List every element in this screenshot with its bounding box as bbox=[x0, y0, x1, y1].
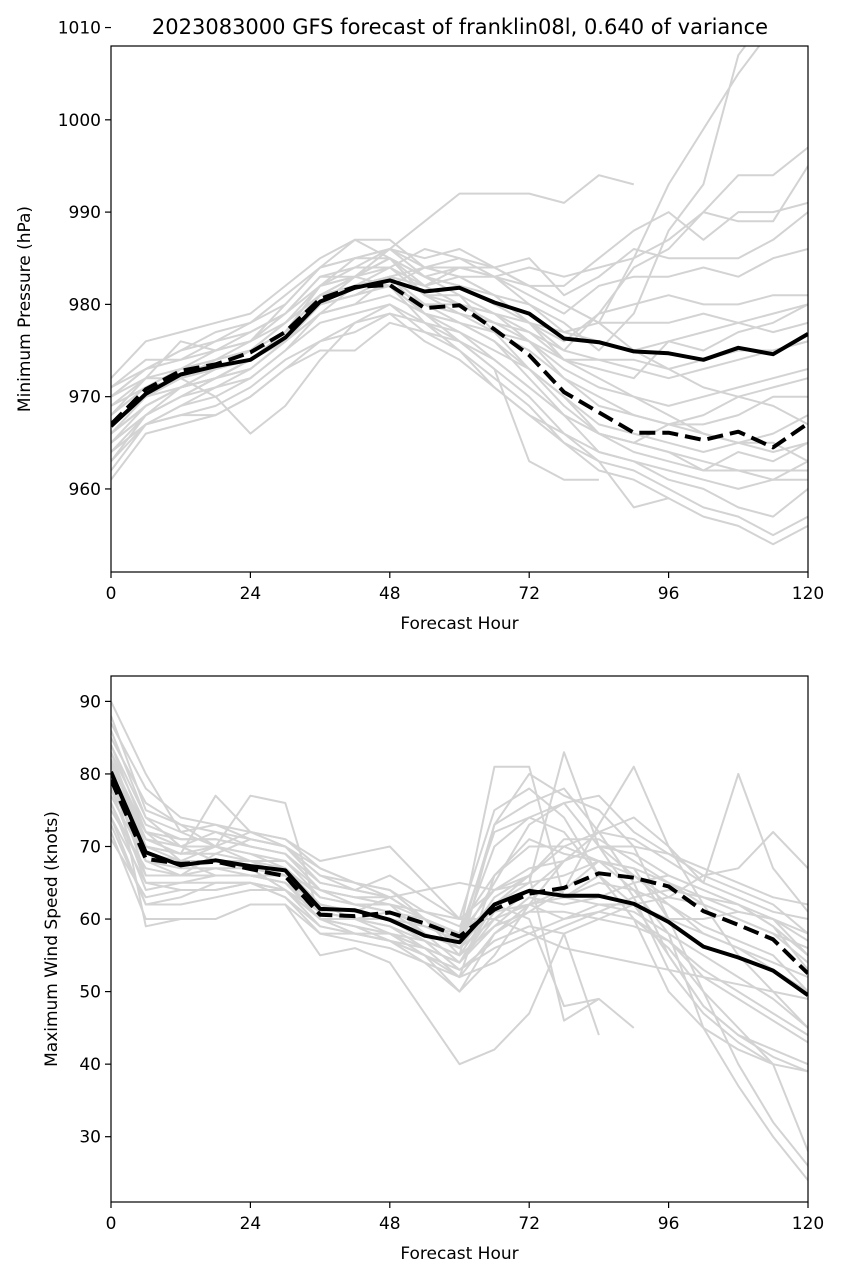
wind-x-tick-label: 24 bbox=[240, 1214, 262, 1234]
wind-dashed-line bbox=[111, 778, 808, 975]
pressure-series-lines bbox=[111, 278, 808, 450]
wind-panel: 0 24 48 72 96 120 30 40 50 60 70 80 90 Forecast Hou… bbox=[42, 675, 824, 1264]
pressure-member-line-1 bbox=[111, 46, 747, 379]
wind-member-line-30 bbox=[111, 759, 808, 1000]
pressure-member-line-30 bbox=[111, 275, 808, 435]
wind-x-ticks: 0 24 48 72 96 120 bbox=[106, 1202, 824, 1234]
wind-plot-frame bbox=[110, 675, 809, 1203]
wind-member-line-12 bbox=[111, 766, 808, 950]
wind-x-tick-label: 0 bbox=[106, 1214, 117, 1234]
wind-member-line-25 bbox=[111, 737, 808, 1066]
pressure-x-ticks: 0 24 48 72 96 120 bbox=[106, 572, 824, 604]
pressure-member-line-3 bbox=[111, 146, 808, 416]
pressure-y-tick-label: 980 bbox=[69, 295, 101, 315]
wind-x-tick-label: 96 bbox=[658, 1214, 680, 1234]
pressure-member-lines bbox=[111, 46, 808, 546]
wind-member-line-23 bbox=[111, 838, 808, 1044]
pressure-member-line-5 bbox=[111, 165, 808, 389]
wind-member-line-29 bbox=[111, 773, 600, 1008]
pressure-x-tick-label: 96 bbox=[658, 584, 680, 604]
pressure-member-line-27 bbox=[111, 321, 599, 481]
wind-y-tick-label: 40 bbox=[79, 1055, 101, 1075]
pressure-member-line-7 bbox=[111, 248, 808, 444]
wind-member-line-10 bbox=[111, 817, 808, 1029]
pressure-x-tick-label: 0 bbox=[106, 584, 117, 604]
wind-y-tick-label: 50 bbox=[79, 983, 101, 1003]
wind-x-tick-label: 72 bbox=[518, 1214, 540, 1234]
pressure-y-ticks: 960 970 980 990 1000 1010 bbox=[58, 19, 111, 500]
pressure-member-line-20 bbox=[111, 248, 808, 463]
pressure-y-tick-label: 990 bbox=[69, 203, 101, 223]
wind-x-tick-label: 120 bbox=[792, 1214, 824, 1234]
wind-y-ticks: 30 40 50 60 70 80 90 bbox=[79, 692, 111, 1148]
pressure-member-line-25 bbox=[111, 238, 808, 416]
wind-member-line-18 bbox=[111, 744, 808, 928]
pressure-member-line-23 bbox=[111, 257, 808, 389]
pressure-panel: 0 24 48 72 96 120 960 970 980 990 1000 1010 Foreca… bbox=[15, 19, 824, 634]
wind-y-tick-label: 60 bbox=[79, 910, 101, 930]
wind-x-tick-label: 48 bbox=[379, 1214, 401, 1234]
pressure-x-tick-label: 120 bbox=[792, 584, 824, 604]
wind-y-tick-label: 70 bbox=[79, 837, 101, 857]
pressure-x-tick-label: 72 bbox=[518, 584, 540, 604]
wind-y-tick-label: 30 bbox=[79, 1128, 101, 1148]
pressure-member-line-18 bbox=[111, 312, 808, 546]
wind-member-line-5 bbox=[111, 715, 808, 1073]
pressure-plot-frame bbox=[110, 45, 809, 573]
pressure-member-line-4 bbox=[111, 201, 808, 435]
pressure-y-tick-label: 1010 bbox=[58, 19, 101, 39]
pressure-y-tick-label: 960 bbox=[69, 480, 101, 500]
pressure-solid-line bbox=[111, 278, 808, 428]
wind-series-lines bbox=[111, 771, 808, 997]
wind-y-tick-label: 90 bbox=[79, 692, 101, 712]
pressure-member-line-26 bbox=[111, 312, 808, 453]
wind-x-axis-label: Forecast Hour bbox=[400, 1244, 518, 1264]
pressure-y-tick-label: 1000 bbox=[58, 111, 101, 131]
wind-member-line-26 bbox=[111, 722, 774, 1066]
pressure-x-tick-label: 24 bbox=[240, 584, 262, 604]
wind-y-axis-label: Maximum Wind Speed (knots) bbox=[42, 811, 62, 1067]
pressure-y-tick-label: 970 bbox=[69, 388, 101, 408]
wind-y-tick-label: 80 bbox=[79, 765, 101, 785]
pressure-member-line-17 bbox=[111, 303, 808, 537]
wind-member-line-1 bbox=[111, 700, 808, 1029]
pressure-y-axis-label: Minimum Pressure (hPa) bbox=[15, 206, 35, 412]
pressure-x-axis-label: Forecast Hour bbox=[400, 614, 518, 634]
wind-member-line-21 bbox=[111, 802, 808, 971]
wind-member-line-7 bbox=[111, 751, 808, 920]
pressure-x-tick-label: 48 bbox=[379, 584, 401, 604]
wind-member-line-28 bbox=[111, 780, 635, 1029]
chart-title: 2023083000 GFS forecast of franklin08l, … bbox=[152, 15, 768, 39]
pressure-dashed-line bbox=[111, 283, 808, 450]
pressure-member-line-2 bbox=[111, 46, 761, 398]
wind-member-line-27 bbox=[111, 759, 600, 1066]
pressure-member-line-28 bbox=[111, 303, 669, 509]
